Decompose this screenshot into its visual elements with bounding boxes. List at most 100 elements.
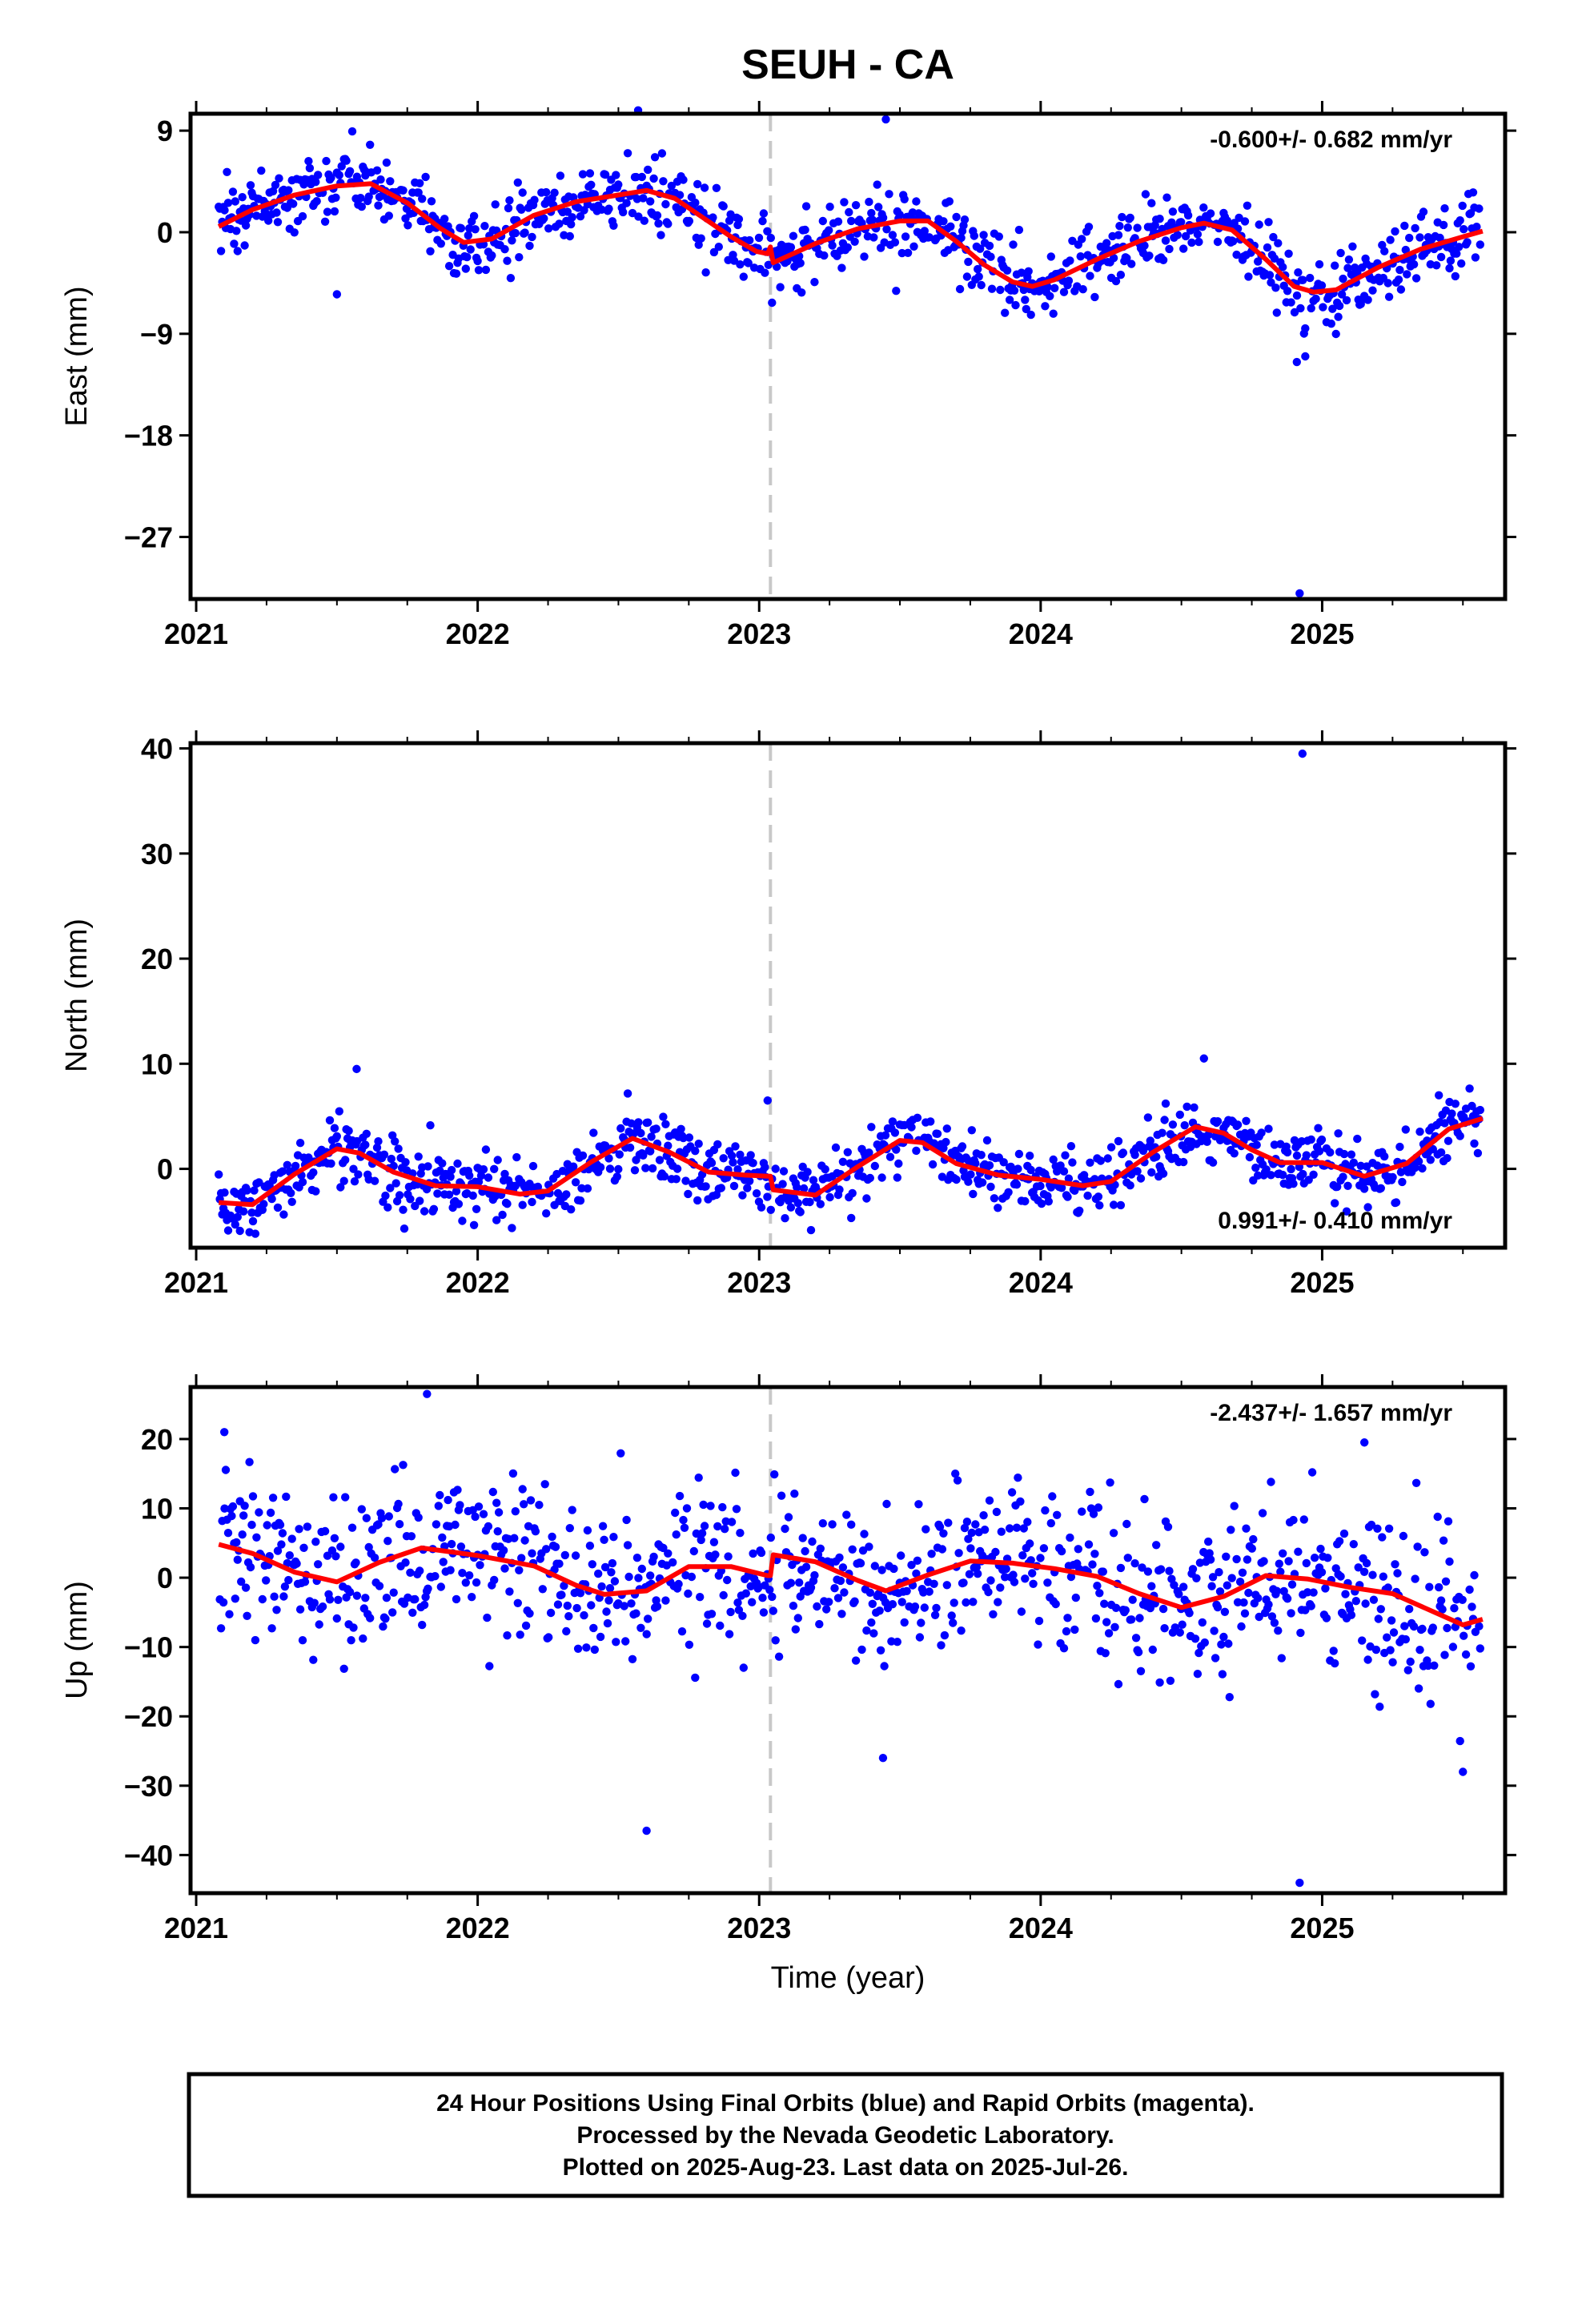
outlier-point <box>1301 352 1310 361</box>
data-point <box>228 1502 238 1511</box>
data-point <box>518 1200 527 1209</box>
data-point <box>327 173 335 183</box>
data-point <box>542 1545 551 1554</box>
data-point <box>517 1554 526 1562</box>
data-point <box>231 1220 239 1229</box>
data-point <box>659 1112 668 1121</box>
data-point <box>1007 1488 1017 1497</box>
data-point <box>797 288 806 297</box>
data-point <box>1383 279 1392 287</box>
data-point <box>401 1158 410 1167</box>
data-point <box>960 215 970 224</box>
data-point <box>795 1578 804 1587</box>
data-point <box>596 1163 605 1172</box>
outlier-point <box>881 115 890 124</box>
data-point <box>250 1186 259 1195</box>
data-point <box>583 1526 592 1535</box>
data-point <box>1337 290 1347 299</box>
data-point <box>220 1504 229 1513</box>
data-point <box>1264 218 1273 227</box>
data-point <box>608 1558 617 1568</box>
data-point <box>652 211 662 220</box>
data-point <box>354 1170 363 1179</box>
data-point <box>1195 237 1203 247</box>
data-point <box>1109 1529 1118 1538</box>
data-point <box>383 1537 392 1546</box>
data-point <box>596 1632 605 1642</box>
data-point <box>1428 1623 1438 1632</box>
data-point <box>928 1160 938 1169</box>
data-point <box>1307 1135 1315 1144</box>
data-point <box>1233 1598 1243 1607</box>
data-point <box>1018 1551 1027 1560</box>
data-point <box>1219 1632 1228 1642</box>
data-point <box>364 1542 373 1552</box>
data-point <box>1046 292 1054 300</box>
data-point <box>1070 1186 1079 1196</box>
data-point <box>1102 1618 1111 1626</box>
data-point <box>1022 304 1031 314</box>
data-point <box>661 199 670 209</box>
data-point <box>652 1124 661 1133</box>
data-point <box>1384 292 1394 301</box>
data-point <box>325 1595 335 1604</box>
data-point <box>612 1638 620 1647</box>
data-point <box>1309 1170 1318 1180</box>
data-point <box>738 1191 747 1200</box>
data-point <box>589 1623 598 1633</box>
data-point <box>1136 1174 1146 1183</box>
data-point <box>632 1554 642 1562</box>
data-point <box>1371 1645 1381 1655</box>
data-point <box>885 190 893 199</box>
data-point <box>1294 268 1303 277</box>
data-point <box>1239 1598 1248 1607</box>
data-point <box>491 200 500 209</box>
data-point <box>1435 1091 1443 1100</box>
data-point <box>1259 1557 1268 1566</box>
data-point <box>702 1619 712 1628</box>
data-point <box>768 1592 777 1602</box>
y-tick-label: 10 <box>141 1493 173 1526</box>
data-point <box>969 1598 978 1606</box>
data-point <box>1012 1523 1022 1532</box>
data-point <box>488 1487 497 1497</box>
data-point <box>1001 1573 1010 1582</box>
data-point <box>391 1137 400 1146</box>
data-point <box>689 1546 698 1556</box>
data-point <box>1252 1140 1261 1149</box>
data-point <box>1359 1567 1369 1577</box>
data-point <box>520 228 529 237</box>
data-point <box>429 1204 439 1214</box>
data-point <box>1317 1135 1327 1144</box>
panel-east: 9 0 −9 −18 −27 2021 2022 2023 2024 2025 East (mm) -… <box>60 101 1516 650</box>
data-point <box>1126 1181 1134 1190</box>
data-point <box>436 1490 444 1500</box>
data-point <box>404 221 412 230</box>
data-point <box>897 248 906 258</box>
data-point <box>994 1598 1002 1606</box>
data-point <box>1133 1167 1142 1176</box>
data-point <box>892 1145 901 1154</box>
data-point <box>349 1164 358 1173</box>
y-tick-label: 20 <box>141 943 173 975</box>
data-point <box>243 1611 251 1621</box>
data-point <box>568 213 576 222</box>
data-point <box>439 1558 448 1566</box>
data-point <box>366 1614 375 1622</box>
data-point <box>597 1582 606 1591</box>
data-point <box>1468 1101 1476 1111</box>
data-point <box>384 1512 393 1521</box>
data-point <box>971 1520 980 1529</box>
data-point <box>251 1635 260 1645</box>
data-point <box>1302 1558 1311 1568</box>
data-point <box>1327 320 1336 328</box>
data-point <box>1158 1128 1166 1137</box>
data-point <box>320 1526 330 1536</box>
data-point <box>1299 275 1307 284</box>
data-point <box>694 240 703 249</box>
data-point <box>1339 274 1347 283</box>
data-point <box>1071 1593 1081 1602</box>
data-point <box>962 1598 970 1607</box>
data-point <box>492 1498 501 1507</box>
data-point <box>723 1575 732 1585</box>
